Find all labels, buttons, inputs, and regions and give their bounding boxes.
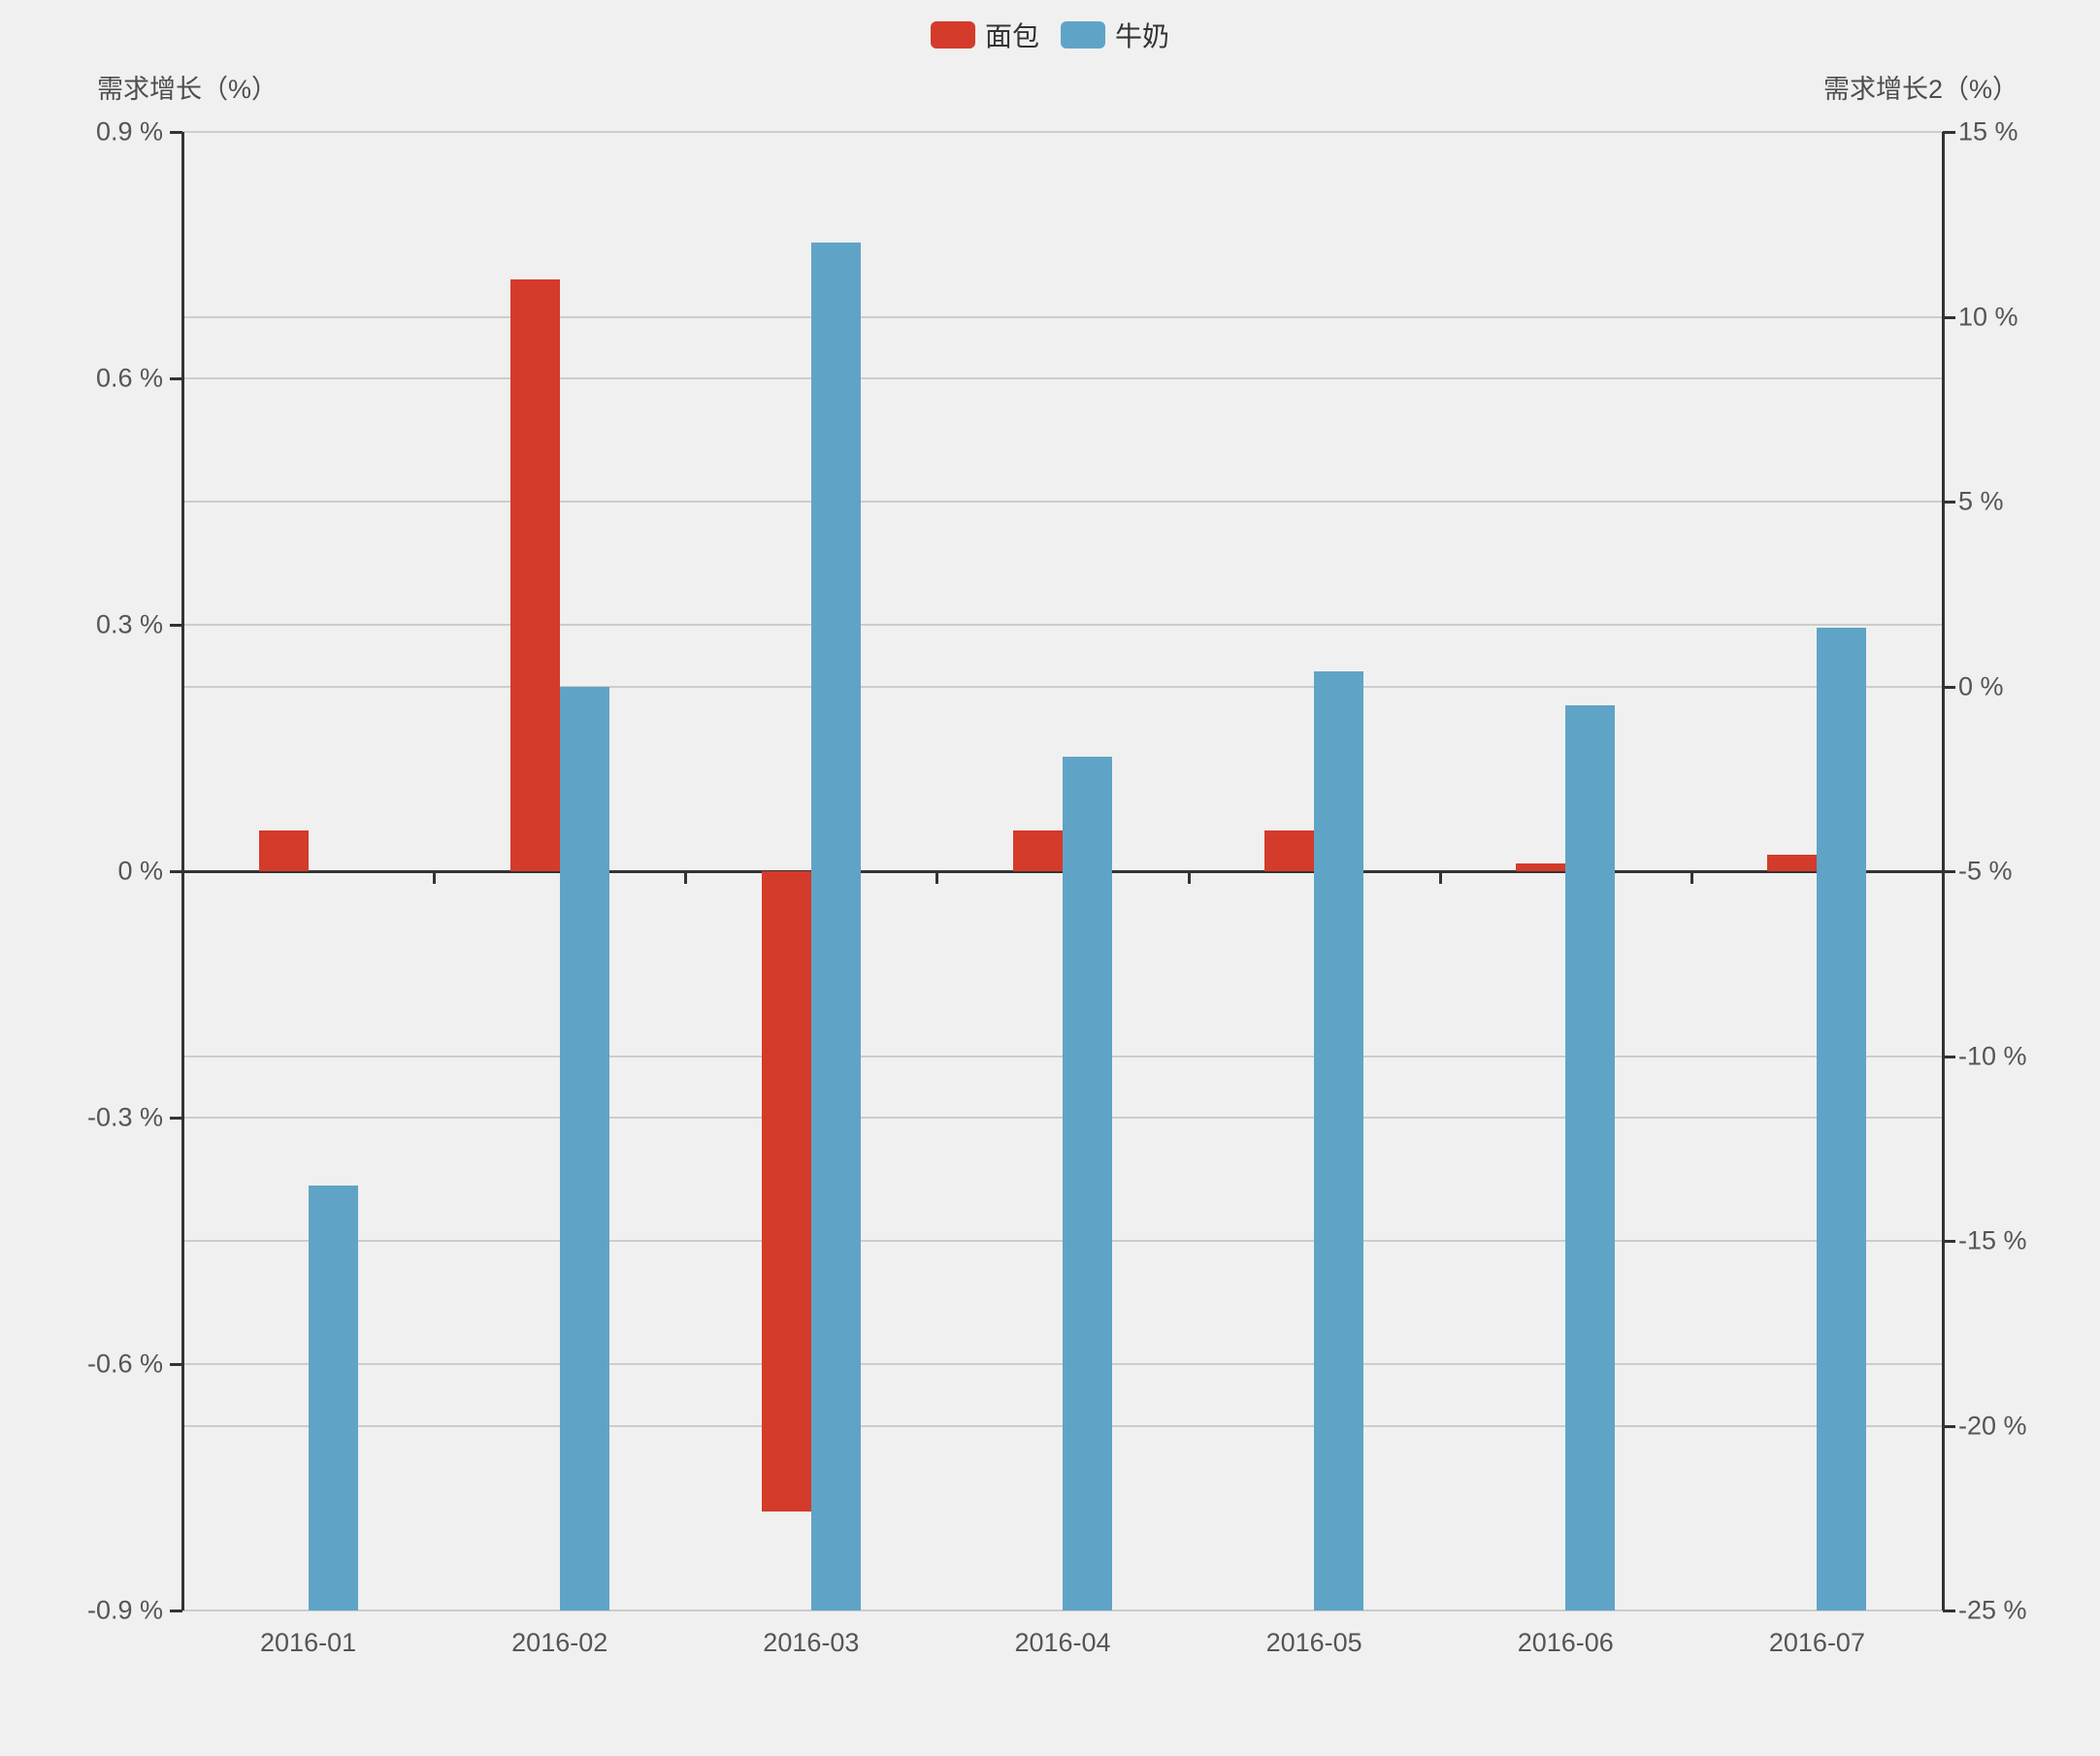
x-axis-tick bbox=[1690, 871, 1693, 884]
left-axis-tick-label: 0 % bbox=[117, 856, 163, 886]
gridline bbox=[182, 1610, 1943, 1611]
bread-bar-2016-04[interactable] bbox=[1013, 829, 1063, 871]
gridline bbox=[182, 316, 1943, 318]
right-axis-tick-label: 15 % bbox=[1958, 116, 2018, 146]
gridline bbox=[182, 501, 1943, 503]
left-axis-tick bbox=[170, 870, 182, 873]
milk-bar-2016-06[interactable] bbox=[1565, 704, 1616, 1610]
x-axis-label: 2016-02 bbox=[511, 1628, 608, 1657]
legend-label-bread: 面包 bbox=[984, 21, 1039, 51]
left-axis-tick-label: 0.3 % bbox=[95, 609, 163, 639]
legend-swatch-milk bbox=[1061, 21, 1105, 49]
left-axis-tick bbox=[170, 1117, 182, 1120]
milk-bar-2016-03[interactable] bbox=[810, 243, 861, 1610]
legend-swatch-bread bbox=[930, 21, 975, 49]
gridline bbox=[182, 686, 1943, 688]
bread-bar-2016-06[interactable] bbox=[1516, 862, 1566, 871]
right-axis-tick bbox=[1943, 131, 1955, 134]
right-axis-tick-label: -10 % bbox=[1958, 1041, 2027, 1070]
bread-bar-2016-01[interactable] bbox=[258, 829, 309, 871]
x-axis-tick bbox=[433, 871, 437, 884]
bread-bar-2016-02[interactable] bbox=[509, 279, 560, 871]
x-axis-label: 2016-05 bbox=[1265, 1628, 1362, 1657]
left-axis-tick bbox=[170, 624, 182, 627]
right-axis-tick bbox=[1943, 501, 1955, 504]
left-axis-tick bbox=[170, 131, 182, 134]
gridline bbox=[182, 624, 1943, 626]
x-axis-tick bbox=[1942, 871, 1945, 884]
right-axis-tick-label: -20 % bbox=[1958, 1411, 2027, 1440]
bread-bar-2016-03[interactable] bbox=[761, 871, 811, 1512]
left-axis-title: 需求增长（%） bbox=[97, 75, 279, 104]
right-axis-tick-label: -5 % bbox=[1958, 856, 2013, 886]
left-axis-tick-label: 0.6 % bbox=[95, 363, 163, 393]
left-axis-tick-label: -0.3 % bbox=[86, 1102, 163, 1132]
bread-bar-2016-07[interactable] bbox=[1767, 855, 1818, 871]
right-axis-tick-label: 10 % bbox=[1958, 302, 2018, 331]
right-axis-tick-label: -25 % bbox=[1958, 1595, 2027, 1625]
x-axis-label: 2016-06 bbox=[1517, 1628, 1614, 1657]
left-axis-tick-label: -0.6 % bbox=[86, 1349, 163, 1379]
milk-bar-2016-07[interactable] bbox=[1817, 627, 1867, 1610]
left-axis-tick bbox=[170, 377, 182, 380]
legend-item-bread[interactable]: 面包 bbox=[930, 16, 1039, 54]
legend: 面包 牛奶 bbox=[0, 16, 2100, 54]
left-axis-tick bbox=[170, 1363, 182, 1366]
right-axis-tick bbox=[1943, 685, 1955, 689]
milk-bar-2016-04[interactable] bbox=[1063, 756, 1112, 1610]
x-axis-label: 2016-04 bbox=[1014, 1628, 1111, 1657]
right-axis-tick bbox=[1943, 1424, 1955, 1428]
left-axis-tick bbox=[170, 1610, 182, 1612]
x-axis-tick bbox=[935, 871, 939, 884]
legend-item-milk[interactable]: 牛奶 bbox=[1061, 16, 1169, 54]
right-axis-tick bbox=[1943, 315, 1955, 319]
right-axis-tick bbox=[1943, 1240, 1955, 1243]
x-axis-tick bbox=[1438, 871, 1442, 884]
milk-bar-2016-01[interactable] bbox=[308, 1185, 358, 1610]
right-axis-tick-label: -15 % bbox=[1958, 1225, 2027, 1255]
legend-label-milk: 牛奶 bbox=[1115, 21, 1170, 51]
milk-bar-2016-02[interactable] bbox=[559, 686, 609, 1610]
x-axis-label: 2016-01 bbox=[260, 1628, 357, 1657]
right-axis-tick-label: 5 % bbox=[1958, 486, 2004, 516]
right-axis-title: 需求增长2（%） bbox=[1822, 75, 2018, 104]
left-axis-tick-label: 0.9 % bbox=[95, 116, 163, 146]
x-axis-tick bbox=[684, 871, 688, 884]
x-axis-label: 2016-03 bbox=[763, 1628, 860, 1657]
x-axis-tick bbox=[181, 871, 184, 884]
gridline bbox=[182, 131, 1943, 133]
milk-bar-2016-05[interactable] bbox=[1314, 671, 1364, 1610]
x-axis-tick bbox=[1187, 871, 1191, 884]
right-axis-tick-label: 0 % bbox=[1958, 671, 2004, 700]
right-axis-tick bbox=[1943, 870, 1955, 873]
right-axis-tick bbox=[1943, 1610, 1955, 1612]
left-axis-tick-label: -0.9 % bbox=[86, 1595, 163, 1625]
gridline bbox=[182, 377, 1943, 379]
right-axis-tick bbox=[1943, 1055, 1955, 1058]
x-axis-label: 2016-07 bbox=[1768, 1628, 1865, 1657]
bread-bar-2016-05[interactable] bbox=[1264, 829, 1315, 871]
